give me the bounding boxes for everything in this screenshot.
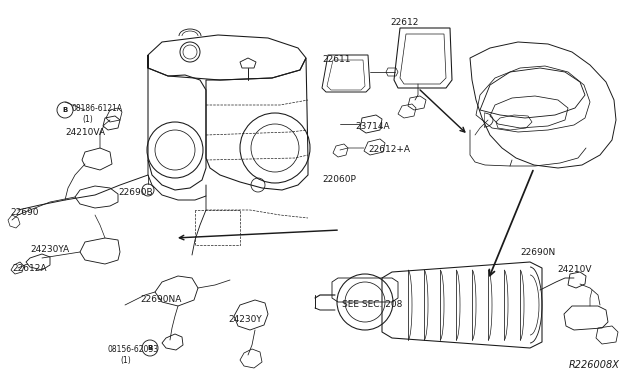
Text: 22060P: 22060P <box>322 175 356 184</box>
Text: 22612+A: 22612+A <box>368 145 410 154</box>
Text: 22612: 22612 <box>390 18 419 27</box>
Text: B: B <box>147 345 152 351</box>
Text: 24230Y: 24230Y <box>228 315 262 324</box>
Text: 08156-62033: 08156-62033 <box>108 345 159 354</box>
Text: 22611: 22611 <box>322 55 351 64</box>
Text: B: B <box>62 107 68 113</box>
Text: 22612A: 22612A <box>12 264 47 273</box>
Text: 24230YA: 24230YA <box>30 245 69 254</box>
Text: 22690NA: 22690NA <box>140 295 181 304</box>
Text: R226008X: R226008X <box>569 360 620 370</box>
Text: 22690B: 22690B <box>118 188 152 197</box>
Text: 22690: 22690 <box>10 208 38 217</box>
Text: 24210VA: 24210VA <box>65 128 105 137</box>
Text: 22690N: 22690N <box>520 248 556 257</box>
Text: (1): (1) <box>120 356 131 365</box>
Text: 08186-6121A: 08186-6121A <box>72 104 123 113</box>
Text: (1): (1) <box>82 115 93 124</box>
Text: 24210V: 24210V <box>557 265 591 274</box>
Text: 23714A: 23714A <box>355 122 390 131</box>
Text: SEE SEC. 208: SEE SEC. 208 <box>342 300 403 309</box>
